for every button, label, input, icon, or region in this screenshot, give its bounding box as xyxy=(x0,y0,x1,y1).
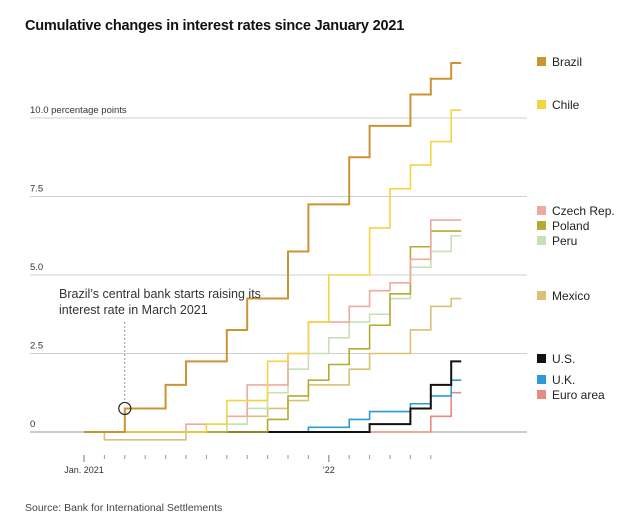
series-line-u-k xyxy=(84,379,462,433)
legend-item-poland: Poland xyxy=(537,219,589,233)
x-tick-label: ’22 xyxy=(323,465,335,475)
annotation-text: Brazil’s central bank starts raising its xyxy=(59,287,261,301)
y-tick-label: 0 xyxy=(30,419,35,430)
series-line-euro-area xyxy=(84,391,462,433)
y-tick-labels: 0 2.5 5.0 7.5 10.0 percentage points xyxy=(30,105,127,430)
legend-item-peru: Peru xyxy=(537,234,577,248)
annotation: Brazil’s central bank starts raising its… xyxy=(59,287,261,416)
legend-label: U.S. xyxy=(552,352,575,366)
series-line-u-s xyxy=(84,360,462,433)
legend-swatch xyxy=(537,291,546,300)
legend-item-euro-area: Euro area xyxy=(537,388,605,402)
y-tick-label: 10.0 percentage points xyxy=(30,105,127,116)
legend-swatch xyxy=(537,221,546,230)
series-line-peru xyxy=(84,234,462,433)
legend-swatch xyxy=(537,375,546,384)
legend-item-czech-rep: Czech Rep. xyxy=(537,204,615,218)
legend-swatch xyxy=(537,206,546,215)
series-line-czech-rep xyxy=(84,219,462,433)
legend-swatch xyxy=(537,390,546,399)
series-line-poland xyxy=(84,230,462,433)
legend-item-u-k: U.K. xyxy=(537,373,575,387)
legend-swatch xyxy=(537,236,546,245)
legend-label: Mexico xyxy=(552,289,590,303)
y-tick-label: 2.5 xyxy=(30,341,43,352)
legend-label: Brazil xyxy=(552,55,582,69)
series-line-chile xyxy=(84,109,462,433)
y-tick-label: 7.5 xyxy=(30,184,43,195)
legend-swatch xyxy=(537,100,546,109)
annotation-marker xyxy=(118,401,132,416)
legend-label: Euro area xyxy=(552,388,605,402)
legend-label: Czech Rep. xyxy=(552,204,615,218)
annotation-text: interest rate in March 2021 xyxy=(59,303,208,317)
legend-item-mexico: Mexico xyxy=(537,289,590,303)
legend-label: Chile xyxy=(552,98,580,112)
y-tick-label: 5.0 xyxy=(30,262,43,273)
legend-label: Peru xyxy=(552,234,577,248)
legend-item-u-s: U.S. xyxy=(537,352,575,366)
legend-swatch xyxy=(537,57,546,66)
legend-label: U.K. xyxy=(552,373,575,387)
series-line-brazil xyxy=(84,62,462,433)
legend-item-brazil: Brazil xyxy=(537,55,582,69)
legend-label: Poland xyxy=(552,219,589,233)
x-tick-label: Jan. 2021 xyxy=(64,465,104,475)
series-layer xyxy=(84,62,462,441)
grid-layer xyxy=(30,117,527,354)
chart-title: Cumulative changes in interest rates sin… xyxy=(25,18,405,34)
legend-swatch xyxy=(537,354,546,363)
legend-item-chile: Chile xyxy=(537,98,580,112)
source-note: Source: Bank for International Settlemen… xyxy=(25,502,223,514)
